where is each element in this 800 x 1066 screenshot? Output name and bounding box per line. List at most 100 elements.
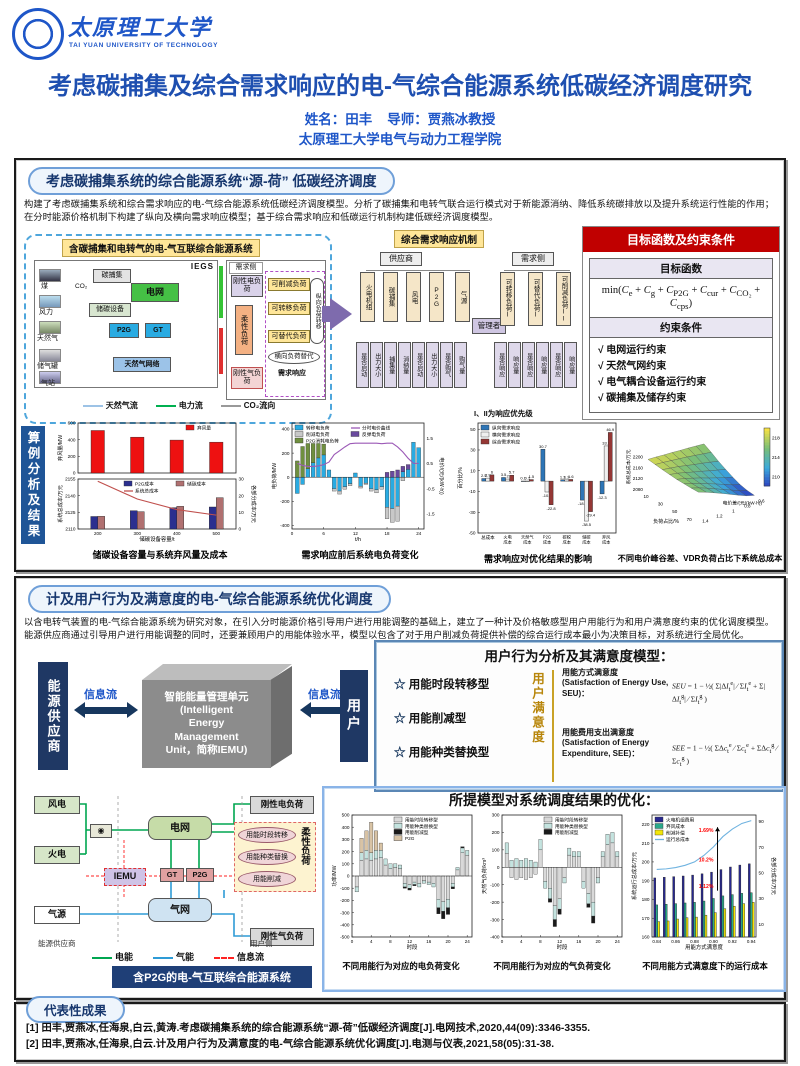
svg-text:2180: 2180 [772, 436, 780, 441]
supplier-decision-0: 是否启动 [356, 342, 369, 388]
supplier-decision-6: 是否购气 [440, 342, 453, 388]
svg-text:百分比/%: 百分比/% [456, 467, 464, 489]
gt-node-2: GT [160, 868, 184, 882]
svg-text:2.9: 2.9 [485, 473, 491, 478]
svg-text:削减补偿: 削减补偿 [666, 830, 685, 837]
supplier-unit-p2g: P2G [429, 272, 444, 322]
section-1-title: 考虑碳捕集系统的综合能源系统“源-荷” 低碳经济调度 [28, 167, 395, 195]
flexible-load-node: 柔性负荷 [235, 305, 253, 355]
behavior-panel: 用户行为分析及其满意度模型： 用能时段转移型 用能削减型 用能种类替换型 用户满… [374, 640, 784, 792]
supplier-decision-2: 捕集量 [384, 342, 397, 388]
behavior-type-swap: 用能种类替换型 [394, 744, 490, 760]
results-side-label: 算例分析及结果 [21, 426, 45, 544]
section-2-abstract: 以含电转气装置的电-气综合能源系统为研究对象，在引入分时能源价格引导用户进行用能… [24, 617, 774, 640]
objective-panel-title: 目标函数及约束条件 [583, 227, 779, 252]
horizontal-sub-oval: 横向负荷替代 [268, 350, 320, 364]
ies-diagram: 含碳捕集和电转气的电-气互联综合能源系统 IEGS 煤 风力 天然气 储气罐 气… [24, 234, 332, 424]
svg-text:P2G成本: P2G成本 [135, 481, 154, 488]
thermal-node: 火电 [34, 846, 80, 864]
svg-text:10: 10 [759, 922, 765, 927]
flexible-load-label: 柔性负荷 [299, 827, 310, 865]
flow-arrow-icon [330, 298, 352, 330]
info-flow-label-left: 信息流 [84, 689, 117, 701]
p2g-node-2: P2G [186, 868, 214, 882]
carbon-storage-node: 储碳设备 [89, 303, 131, 317]
ies-legend: 天然气流 电力流 CO₂流向 [44, 400, 314, 411]
svg-text:1.5: 1.5 [529, 474, 535, 479]
flow-arrow-tail [322, 306, 332, 322]
info-line-icon [214, 956, 234, 959]
svg-text:0.84: 0.84 [652, 939, 661, 944]
svg-text:0.1: 0.1 [525, 476, 531, 481]
gt-node: GT [145, 323, 171, 338]
supplier-node: 供应商 [380, 252, 422, 266]
svg-text:4: 4 [370, 939, 373, 944]
svg-text:24: 24 [615, 939, 621, 944]
svg-text:1.4: 1.4 [702, 519, 709, 524]
cut-load-node: 可削减负荷 [268, 278, 310, 291]
flexible-load-panel: 用能时段转移 用能种类替换 用能削减 柔性负荷 [234, 822, 316, 892]
svg-text:24: 24 [416, 531, 422, 536]
svg-text:30: 30 [239, 477, 245, 482]
svg-text:成本: 成本 [543, 539, 552, 546]
section-3: 代表性成果 [1] 田丰,贾燕冰,任海泉,白云,黄涛.考虑碳捕集系统的综合能源系… [14, 996, 786, 1062]
coal-label: 煤 [41, 283, 48, 290]
svg-text:200: 200 [282, 451, 290, 456]
svg-text:1.69%: 1.69% [699, 828, 714, 834]
svg-text:弃风量/MW: 弃风量/MW [56, 435, 64, 461]
section-1-abstract: 构建了考虑碳捕集系统和综合需求响应的电-气综合能源系统低碳经济调度模型。分析了碳… [24, 199, 774, 222]
svg-text:P2G: P2G [543, 535, 551, 540]
svg-text:46.9: 46.9 [606, 427, 615, 432]
ies-title: 含碳捕集和电转气的电-气互联综合能源系统 [62, 239, 260, 257]
iemu-cube-top [142, 664, 292, 680]
p2g-diagram-title: 含P2G的电-气互联综合能源系统 [112, 966, 312, 988]
svg-text:-400: -400 [490, 935, 500, 940]
svg-text:100: 100 [342, 862, 350, 867]
electric-bus [219, 266, 223, 318]
svg-text:各部分成本/万元: 各部分成本/万元 [770, 857, 778, 895]
svg-text:170: 170 [642, 916, 650, 921]
demand-decision-5: 响应量 [564, 342, 577, 388]
svg-text:各部分成本/万元: 各部分成本/万元 [250, 485, 258, 523]
constraint-3: √ 电气耦合设备运行约束 [598, 377, 707, 389]
svg-text:500: 500 [212, 531, 220, 536]
svg-text:180: 180 [642, 897, 650, 902]
svg-text:碳税: 碳税 [563, 534, 572, 541]
svg-text:200: 200 [492, 830, 500, 835]
svg-text:0: 0 [497, 865, 500, 870]
svg-text:成本: 成本 [503, 539, 512, 546]
demand-unit-cut: 可削减负荷II [556, 272, 571, 326]
svg-text:24: 24 [465, 939, 471, 944]
gas-photo [39, 321, 61, 334]
svg-text:10.2%: 10.2% [699, 857, 714, 863]
svg-text:8: 8 [539, 939, 542, 944]
svg-text:火电: 火电 [503, 534, 512, 540]
svg-text:300: 300 [342, 837, 350, 842]
idr-note: I、II为响应优先级 [474, 409, 533, 418]
opt-panel: 所提模型对系统调度结果的优化： -500 -400 -300 -200 -100 0 100… [322, 786, 786, 992]
svg-text:P2G: P2G [405, 836, 415, 841]
objective-panel: 目标函数及约束条件 目标函数 min(Ce + Cg + CP2G + Ccur… [582, 226, 780, 420]
svg-text:P2G消耗电负荷: P2G消耗电负荷 [306, 438, 339, 445]
svg-text:2110: 2110 [65, 527, 75, 532]
supplier-decision-7: 购气量 [454, 342, 467, 388]
svg-text:2125: 2125 [65, 510, 76, 515]
rigid-gas-load-node-2: 刚性气负荷 [250, 928, 314, 946]
svg-text:0.1: 0.1 [520, 476, 526, 481]
see-header: 用能费用支出满意度 (Satisfaction of Energy Expend… [562, 728, 650, 758]
svg-text:200: 200 [94, 531, 102, 536]
wind-photo [39, 295, 61, 308]
svg-text:2.5: 2.5 [481, 473, 487, 478]
svg-text:10: 10 [643, 494, 649, 499]
reference-2: [2] 田丰,贾燕冰,任海泉,白云.计及用户行为及满意度的电-气综合能源系统优化… [26, 1038, 555, 1050]
svg-text:用能时段转移型: 用能时段转移型 [405, 817, 438, 824]
supplier-unit-thermal: 火电机组 [360, 272, 375, 322]
university-name-zh: 太原理工大学 [68, 15, 213, 40]
svg-text:20: 20 [595, 939, 601, 944]
behavior-type-cut: 用能削减型 [394, 710, 467, 726]
svg-text:-400: -400 [280, 523, 290, 528]
svg-text:30: 30 [759, 896, 765, 901]
behavior-type-shift: 用能时段转移型 [394, 676, 490, 692]
section-2: 计及用户行为及满意度的电-气综合能源系统优化调度 以含电转气装置的电-气综合能源… [14, 576, 786, 1000]
